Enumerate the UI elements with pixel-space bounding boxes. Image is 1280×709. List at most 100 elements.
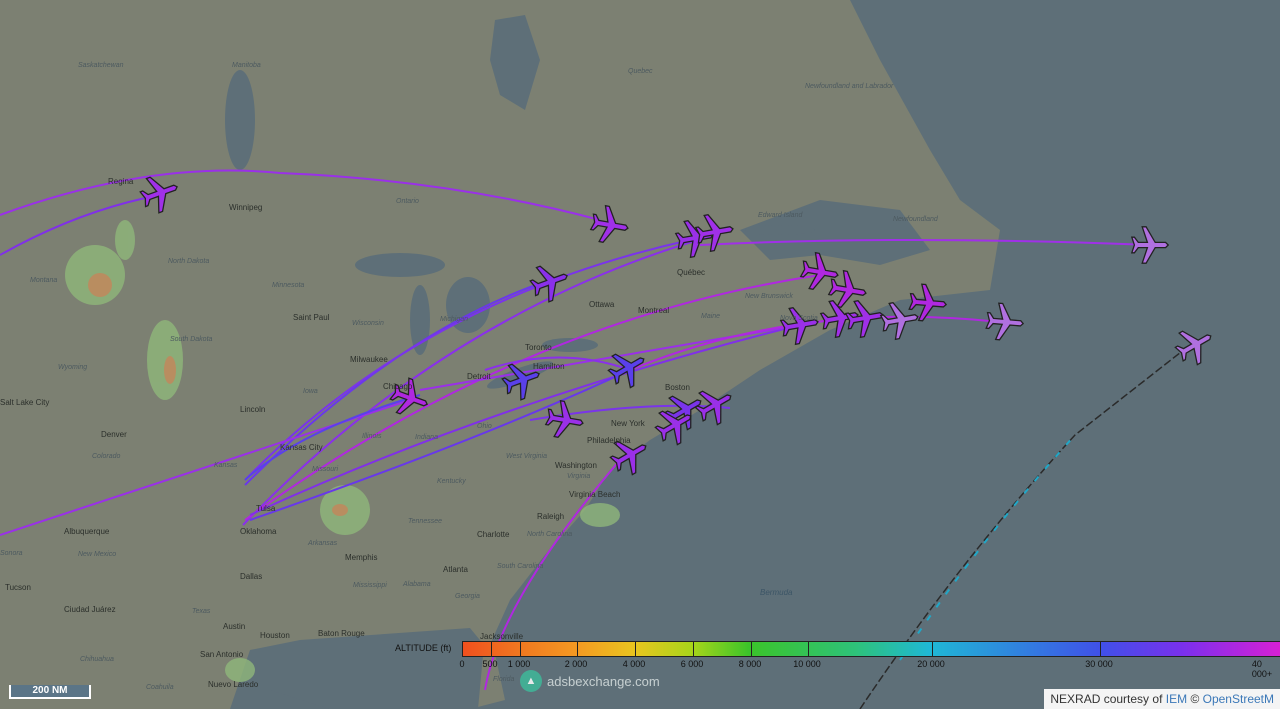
region-label: Colorado: [92, 453, 121, 460]
region-label: Tennessee: [408, 518, 442, 525]
region-label: Newfoundland and Labrador: [805, 83, 894, 90]
region-label: Iowa: [303, 388, 318, 395]
city-label: Austin: [223, 622, 246, 631]
region-label: South Dakota: [170, 336, 213, 343]
legend-tick-label: 1 000: [507, 659, 531, 669]
region-label: Arkansas: [308, 540, 338, 547]
track: [244, 274, 821, 521]
region-label: Mississippi: [353, 582, 387, 589]
track: [242, 234, 716, 526]
copyright-symbol: ©: [1190, 692, 1200, 706]
region-label: Chihuahua: [80, 656, 114, 663]
legend-tick-label: 2 000: [564, 659, 588, 669]
city-label: Lincoln: [240, 405, 266, 414]
region-label: Saskatchewan: [78, 62, 124, 69]
city-label: Houston: [260, 631, 290, 640]
legend-title: ALTITUDE (ft): [395, 643, 452, 653]
track: [859, 344, 1191, 709]
aircraft-icon[interactable]: [1131, 226, 1169, 264]
region-label: Montana: [30, 277, 58, 284]
region-label: Florida: [493, 676, 515, 683]
city-label: Tulsa: [256, 504, 276, 513]
region-label: Ohio: [477, 423, 492, 430]
city-label: Philadelphia: [587, 436, 631, 445]
legend-tick-label: 0: [459, 659, 465, 669]
city-label: Atlanta: [443, 565, 468, 574]
track: [244, 394, 421, 481]
track: [0, 399, 411, 536]
city-label: Denver: [101, 430, 127, 439]
region-label: Minnesota: [272, 282, 305, 289]
city-label: Raleigh: [537, 512, 565, 521]
city-label: Toronto: [525, 343, 552, 352]
legend-tick-label: 30 000: [1085, 659, 1113, 669]
attribution-prefix: NEXRAD courtesy of: [1050, 692, 1163, 706]
region-label: Illinois: [362, 433, 382, 440]
region-label: Wyoming: [58, 364, 88, 371]
legend-tick: [693, 642, 694, 656]
legend-tick: [635, 642, 636, 656]
iem-link[interactable]: IEM: [1165, 692, 1188, 706]
region-label: Nova Scotia: [780, 315, 818, 322]
legend-tick: [751, 642, 752, 656]
city-label: Jacksonville: [480, 632, 524, 641]
region-label: South Carolina: [497, 563, 544, 570]
track: [0, 169, 601, 221]
region-label: North Dakota: [168, 258, 210, 265]
region-label: Kentucky: [437, 478, 466, 485]
region-label: Maine: [701, 313, 721, 320]
city-label: New York: [611, 419, 645, 428]
city-label: Kansas City: [280, 443, 323, 452]
land-mass: [0, 0, 1000, 709]
legend-tick: [520, 642, 521, 656]
city-label: Oklahoma: [240, 527, 277, 536]
legend-tick-label: 10 000: [793, 659, 821, 669]
aircraft-icon[interactable]: [1169, 319, 1221, 371]
region-label: Coahuila: [146, 684, 174, 691]
city-label: Baton Rouge: [318, 629, 365, 638]
legend-tick-label: 8 000: [738, 659, 762, 669]
legend-tick: [491, 642, 492, 656]
great-lakes: [225, 70, 815, 389]
city-label: Chicago: [383, 382, 413, 391]
region-label: Ontario: [396, 198, 419, 205]
legend-tick-label: 40 000+: [1251, 659, 1273, 679]
region-label: Indiana: [415, 434, 438, 441]
region-label: Alabama: [403, 581, 431, 588]
adsbexchange-logo-icon: ▲: [520, 670, 542, 692]
city-label: Boston: [665, 383, 690, 392]
gulf-of-mexico: [250, 628, 484, 709]
city-label: Virginia Beach: [569, 490, 621, 499]
city-label: Hamilton: [533, 362, 565, 371]
city-label: Milwaukee: [350, 355, 388, 364]
region-label: Georgia: [455, 593, 480, 600]
track: [244, 239, 691, 481]
track: [419, 319, 831, 391]
region-label: New Brunswick: [745, 293, 793, 300]
city-label: Ottawa: [589, 300, 615, 309]
legend-tick: [808, 642, 809, 656]
legend-tick: [932, 642, 933, 656]
region-label: Edward Island: [758, 212, 803, 219]
city-label: Nuevo Laredo: [208, 680, 259, 689]
openstreetmap-link[interactable]: OpenStreetM: [1202, 692, 1274, 706]
city-label: Washington: [555, 461, 597, 470]
city-label: Memphis: [345, 553, 378, 562]
water-label: Bermuda: [760, 588, 793, 597]
legend-tick-label: 500: [482, 659, 498, 669]
region-label: Sonora: [0, 550, 23, 557]
altitude-legend: ALTITUDE (ft) 0 500 1 000 2 000 4 000 6 …: [392, 640, 1280, 680]
city-label: San Antonio: [200, 650, 244, 659]
region-label: New Mexico: [78, 551, 117, 558]
legend-tick-label: 20 000: [917, 659, 945, 669]
region-label: Quebec: [628, 68, 653, 75]
city-label: Albuquerque: [64, 527, 110, 536]
region-label: North Carolina: [527, 531, 573, 538]
track: [899, 434, 1076, 661]
aircraft-icon[interactable]: [984, 301, 1026, 343]
city-label: Montreal: [638, 306, 670, 315]
brand-text: adsbexchange.com: [547, 673, 660, 689]
track: [0, 194, 161, 256]
radar-heavy: [88, 273, 348, 516]
